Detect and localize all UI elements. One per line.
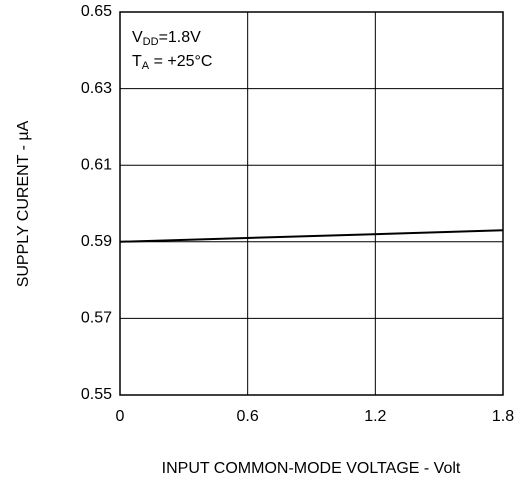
x-tick-label: 0 [116, 408, 125, 425]
y-tick-label: 0.65 [81, 3, 112, 20]
annotation-part: =1.8V [159, 29, 202, 46]
annotation-part: = +25°C [149, 53, 212, 70]
y-tick-label: 0.57 [81, 310, 112, 327]
annotation: VDD=1.8V [132, 29, 201, 48]
y-tick-label: 0.63 [81, 80, 112, 97]
x-tick-label: 0.6 [237, 408, 259, 425]
y-axis-label: SUPPLY CURENT - µA [15, 120, 32, 287]
data-line [119, 229, 504, 243]
x-tick-label: 1.2 [364, 408, 386, 425]
x-axis-label: INPUT COMMON-MODE VOLTAGE - Volt [162, 460, 461, 477]
y-tick-label: 0.59 [81, 233, 112, 250]
plot-border [119, 11, 504, 396]
y-tick-label: 0.55 [81, 386, 112, 403]
annotation-part: DD [143, 36, 159, 48]
y-tick-label: 0.61 [81, 156, 112, 173]
x-tick-label: 1.8 [492, 408, 514, 425]
annotation-part: V [132, 29, 143, 46]
annotation-part: T [132, 53, 142, 70]
annotation: TA = +25°C [132, 53, 212, 72]
annotation-part: A [142, 60, 150, 72]
